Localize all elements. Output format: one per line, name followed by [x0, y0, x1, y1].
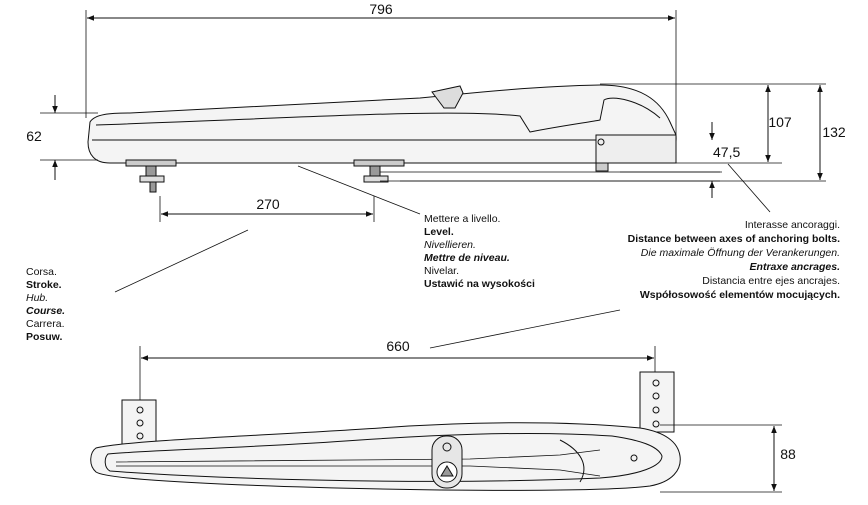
dim-stroke: 660	[386, 338, 410, 354]
stroke-note: Corsa. Stroke. Hub. Course. Carrera. Pos…	[26, 266, 65, 343]
top-body-outline	[90, 422, 681, 491]
dim-overall-height: 132	[822, 124, 846, 140]
extension-lines	[40, 10, 826, 222]
dim-height-to-top: 107	[768, 114, 792, 130]
dimension-lines	[52, 15, 823, 217]
top-rod-lower	[116, 465, 601, 477]
top-rear-bracket	[121, 399, 157, 446]
anchor-note-pl: Współosowość elementów mocujących.	[640, 289, 840, 301]
anchor-note-en: Distance between axes of anchoring bolts…	[628, 233, 840, 245]
top-view	[90, 346, 782, 493]
side-front-cap	[595, 134, 677, 164]
stroke-note-en: Stroke.	[26, 279, 62, 291]
top-body-inner	[104, 432, 663, 482]
top-shell-line	[559, 439, 585, 483]
stroke-note-de: Hub.	[26, 292, 48, 304]
level-note-fr: Mettre de niveau.	[424, 252, 510, 264]
side-body-outline	[87, 84, 677, 164]
level-note-es: Nivelar.	[424, 265, 459, 277]
release-knob-top	[431, 435, 463, 489]
dim-total-length: 796	[369, 1, 393, 17]
dim-anchor-offset: 47,5	[713, 144, 740, 160]
anchor-note-es: Distancia entre ejes ancrajes.	[702, 275, 840, 287]
level-note-pl: Ustawić na wysokości	[424, 278, 535, 290]
anchor-note-de: Die maximale Öffnung der Verankerungen.	[641, 247, 840, 259]
anchor-note-it: Interasse ancoraggi.	[745, 219, 840, 231]
side-front-pin	[597, 138, 605, 146]
side-view	[87, 84, 720, 193]
stroke-note-it: Corsa.	[26, 266, 57, 278]
anchor-note-fr: Entraxe ancrages.	[750, 261, 841, 273]
side-release-knob	[431, 85, 464, 109]
level-note-en: Level.	[424, 226, 454, 238]
side-shell-curve	[95, 97, 661, 133]
top-front-pin	[630, 454, 638, 462]
level-note-it: Mettere a livello.	[424, 213, 500, 225]
top-front-bracket	[639, 371, 675, 433]
dim-bracket-depth: 88	[780, 446, 796, 462]
dim-bracket-spacing: 270	[256, 196, 280, 212]
stroke-note-es: Carrera.	[26, 318, 65, 330]
stroke-note-pl: Posuw.	[26, 331, 62, 343]
top-rod	[115, 449, 601, 463]
dim-body-height: 62	[26, 128, 42, 144]
rear-bracket	[125, 159, 177, 193]
level-note-de: Nivellieren.	[424, 239, 476, 251]
anchor-note: Interasse ancoraggi. Distance between ax…	[628, 219, 840, 301]
leader-lines	[114, 163, 771, 349]
stroke-note-fr: Course.	[26, 305, 65, 317]
level-note: Mettere a livello. Level. Nivellieren. M…	[424, 213, 535, 290]
